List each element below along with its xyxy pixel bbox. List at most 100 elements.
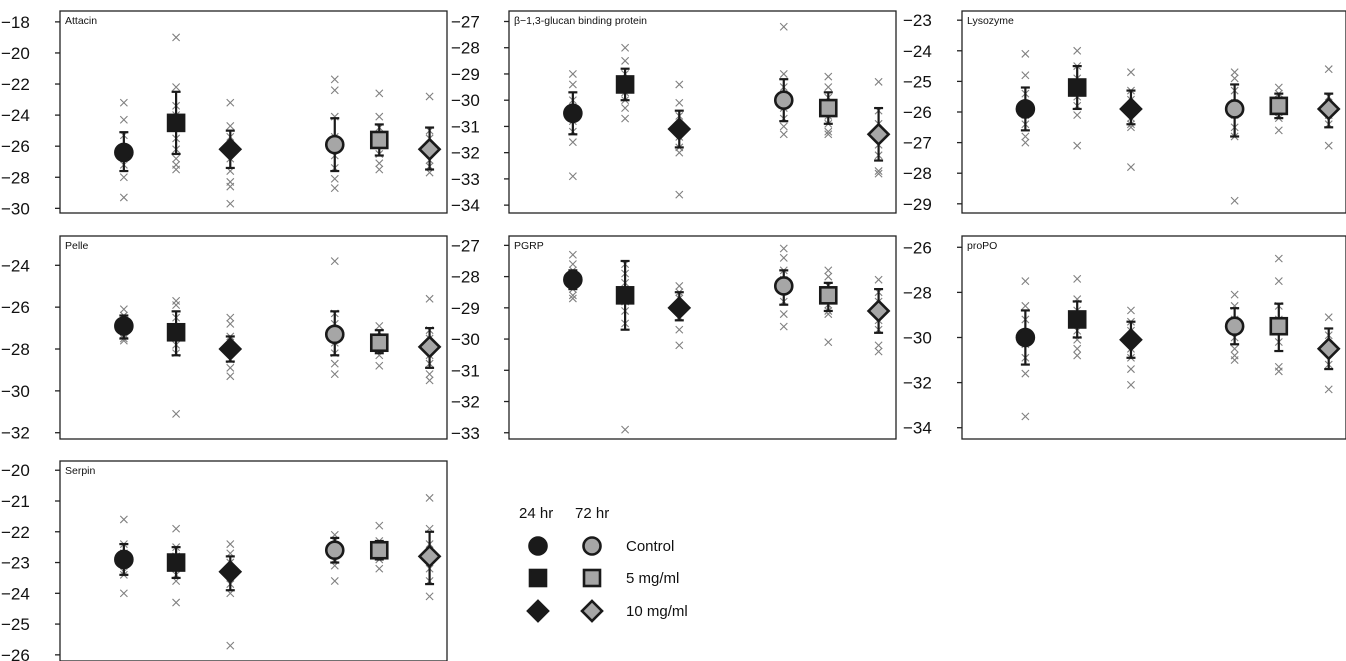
- raw-point: [621, 425, 630, 434]
- mean-marker: [1067, 310, 1087, 329]
- plot-frame: [59, 460, 448, 661]
- mean-marker: [114, 549, 134, 570]
- data-group: [773, 22, 794, 139]
- mean-marker: [773, 90, 794, 110]
- raw-point: [172, 165, 181, 174]
- raw-point: [824, 266, 833, 275]
- y-tick-label: −22: [1, 523, 30, 542]
- raw-point: [779, 322, 788, 331]
- panel-title: Serpin: [65, 465, 96, 477]
- raw-point: [330, 184, 339, 193]
- data-group: [218, 540, 243, 650]
- raw-point: [1230, 196, 1239, 205]
- mean-marker: [773, 276, 794, 296]
- mean-marker: [866, 299, 891, 323]
- raw-point: [1126, 380, 1135, 389]
- data-group: [417, 493, 442, 601]
- mean-marker: [1269, 96, 1289, 116]
- panel-title: Lysozyme: [967, 15, 1014, 27]
- raw-point: [1230, 74, 1239, 83]
- y-tick-label: −26: [903, 103, 932, 122]
- raw-point: [779, 22, 788, 31]
- raw-point: [568, 80, 577, 89]
- data-group: [1224, 290, 1245, 365]
- panel: Pelle −24 −26 −28 −30 −32: [1, 235, 448, 443]
- raw-point: [568, 250, 577, 259]
- legend: 24 hr 72 hr Control 5 mg/ml 10 mg/ml: [519, 505, 688, 623]
- y-tick-label: −33: [451, 424, 480, 443]
- mean-marker: [1119, 97, 1143, 121]
- y-tick-label: −27: [903, 134, 932, 153]
- mean-marker: [563, 269, 583, 290]
- raw-point: [226, 372, 235, 381]
- data-group: [615, 259, 635, 434]
- data-group: [1224, 68, 1245, 205]
- data-group: [166, 524, 186, 607]
- y-tick-label: −29: [451, 65, 480, 84]
- legend-label: 10 mg/ml: [626, 603, 688, 620]
- raw-point: [172, 33, 181, 42]
- mean-marker: [324, 540, 345, 561]
- raw-point: [226, 98, 235, 107]
- data-group: [369, 322, 389, 370]
- raw-point: [1073, 141, 1082, 150]
- raw-point: [425, 294, 434, 303]
- plot-frame: [59, 235, 448, 440]
- y-tick-label: −27: [451, 236, 480, 255]
- panel: β−1,3-glucan binding protein −27 −28 −29 −30…: [451, 10, 897, 215]
- raw-point: [568, 69, 577, 78]
- raw-point: [1230, 356, 1239, 365]
- panel: proPO −26 −28 −30 −32 −34: [903, 235, 1346, 440]
- raw-point: [779, 310, 788, 319]
- y-tick-label: −29: [451, 299, 480, 318]
- raw-point: [1324, 141, 1333, 150]
- mean-marker: [818, 286, 838, 305]
- y-tick-label: −28: [1, 168, 30, 187]
- raw-point: [1073, 111, 1082, 120]
- raw-point: [172, 154, 181, 163]
- data-group: [818, 72, 838, 139]
- raw-point: [675, 325, 684, 334]
- data-group: [324, 530, 345, 585]
- raw-point: [375, 521, 384, 530]
- data-group: [563, 250, 583, 303]
- legend-header-72hr: 72 hr: [575, 505, 609, 522]
- data-group: [369, 89, 389, 174]
- raw-point: [119, 98, 128, 107]
- raw-point: [119, 589, 128, 598]
- y-tick-label: −28: [451, 268, 480, 287]
- panel-title: Attacin: [65, 15, 97, 27]
- y-tick-label: −23: [903, 11, 932, 30]
- mean-marker: [563, 103, 583, 124]
- mean-marker: [218, 337, 243, 361]
- raw-point: [172, 296, 181, 305]
- y-tick-label: −24: [1, 584, 30, 603]
- data-group: [818, 266, 838, 347]
- y-tick-label: −32: [1, 424, 30, 443]
- data-group: [218, 98, 243, 208]
- y-tick-label: −24: [1, 256, 30, 275]
- raw-point: [330, 257, 339, 266]
- raw-point: [621, 114, 630, 123]
- data-group: [324, 75, 345, 193]
- legend-marker-24hr: [526, 599, 550, 623]
- raw-point: [1073, 351, 1082, 360]
- raw-point: [226, 540, 235, 549]
- mean-marker: [1269, 316, 1289, 336]
- y-tick-label: −31: [451, 361, 480, 380]
- mean-marker: [667, 117, 692, 141]
- raw-point: [1073, 344, 1082, 353]
- data-group: [114, 515, 134, 598]
- panel-title: Pelle: [65, 240, 89, 252]
- data-group: [218, 313, 243, 381]
- raw-point: [425, 592, 434, 601]
- data-group: [1316, 313, 1341, 394]
- legend-marker-72hr: [582, 568, 602, 588]
- data-group: [114, 305, 134, 345]
- data-group: [1067, 274, 1087, 360]
- y-tick-label: −20: [1, 461, 30, 480]
- raw-point: [1021, 412, 1030, 421]
- y-tick-label: −30: [1, 382, 30, 401]
- mean-marker: [114, 316, 134, 336]
- raw-point: [1324, 385, 1333, 394]
